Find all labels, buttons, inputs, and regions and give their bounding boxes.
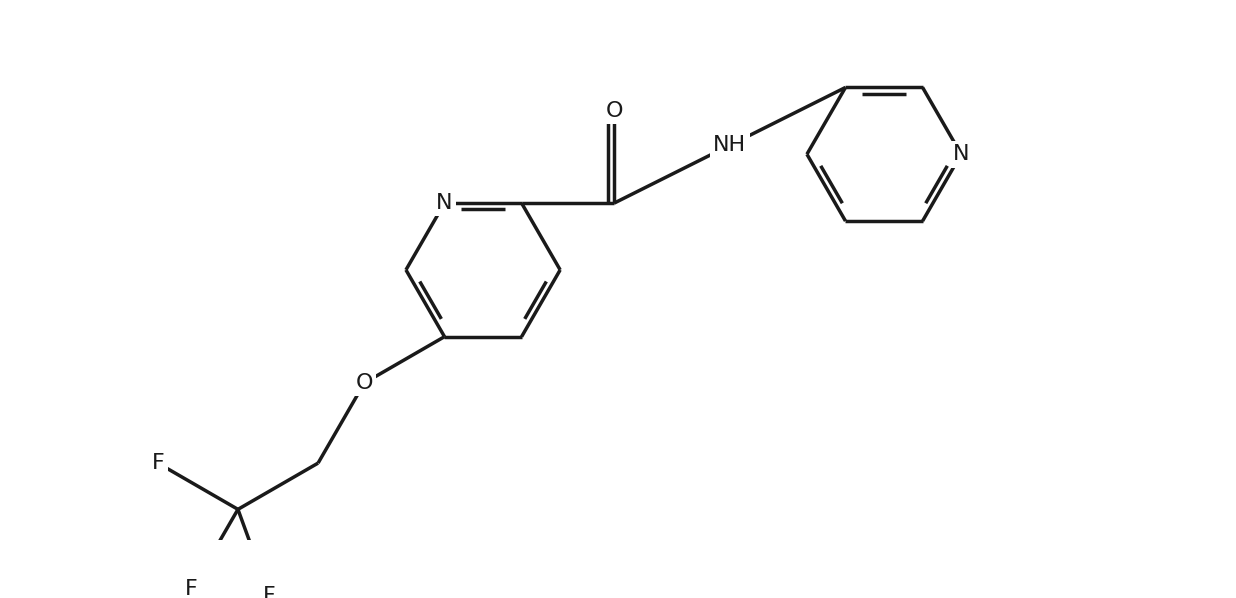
Text: O: O: [356, 373, 373, 393]
Text: O: O: [606, 100, 623, 121]
Text: F: F: [185, 579, 198, 598]
Text: N: N: [436, 193, 452, 213]
Text: N: N: [953, 144, 969, 164]
Text: F: F: [263, 586, 276, 598]
Text: F: F: [152, 453, 164, 473]
Text: NH: NH: [713, 135, 747, 155]
